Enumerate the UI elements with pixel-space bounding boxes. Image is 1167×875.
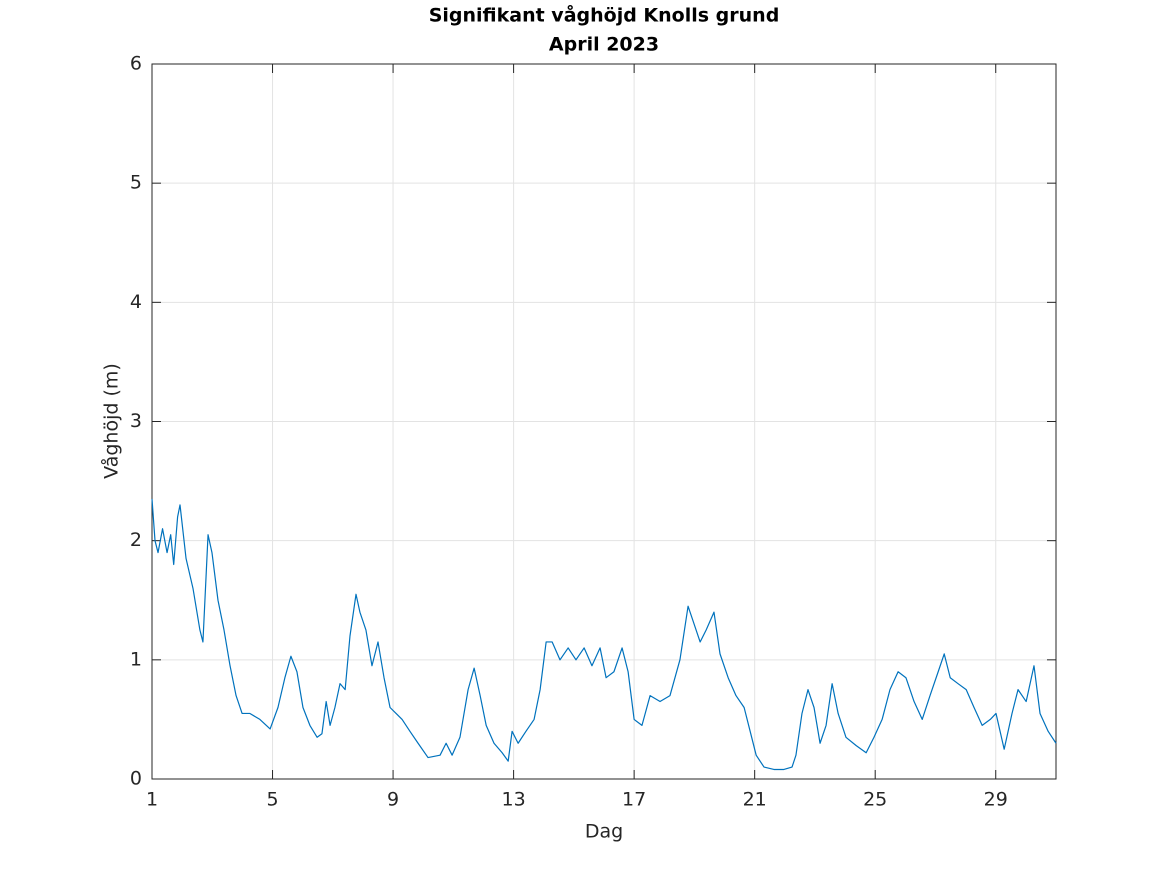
data-line — [151, 498, 1057, 771]
y-tick-label: 1 — [130, 648, 142, 670]
x-tick-label: 17 — [622, 789, 646, 811]
x-tick-label: 9 — [387, 789, 399, 811]
chart-subtitle: April 2023 — [549, 34, 659, 56]
plot-frame — [151, 63, 1057, 780]
y-tick-label: 0 — [130, 768, 142, 790]
x-tick-label: 5 — [266, 789, 278, 811]
y-tick-label: 6 — [130, 53, 142, 75]
y-tick-label: 5 — [130, 172, 142, 194]
y-axis-label: Våghöjd (m) — [100, 363, 123, 479]
x-tick-label: 13 — [502, 789, 526, 811]
y-tick-label: 4 — [130, 291, 142, 313]
x-tick-label: 21 — [743, 789, 767, 811]
y-tick-label: 3 — [130, 410, 142, 432]
x-tick-label: 29 — [984, 789, 1008, 811]
x-tick-label: 1 — [146, 789, 158, 811]
x-axis-label: Dag — [585, 821, 623, 843]
x-tick-label: 25 — [863, 789, 887, 811]
chart-title: Signifikant våghöjd Knolls grund — [429, 3, 780, 27]
y-tick-label: 2 — [130, 529, 142, 551]
